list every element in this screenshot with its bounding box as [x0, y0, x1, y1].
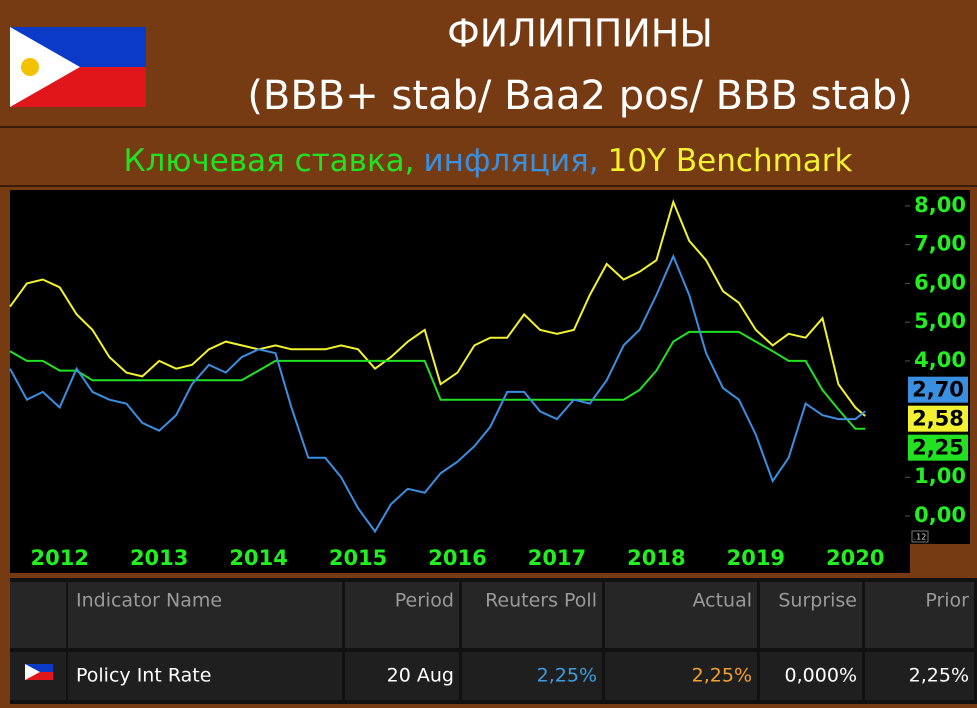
cell: Policy Int Rate	[76, 665, 211, 687]
x-axis-strip	[10, 544, 910, 573]
flag-part	[25, 672, 53, 680]
x-tick-label: 2018	[627, 546, 685, 570]
series-line	[9, 198, 866, 417]
y-tick-label: 4,00	[914, 348, 966, 372]
x-tick-label: 2020	[826, 546, 884, 570]
header-cell	[865, 582, 974, 648]
column-header: Indicator Name	[76, 590, 222, 612]
end-label: 2,58	[912, 407, 964, 431]
series-line	[9, 253, 866, 534]
end-label: 2,25	[912, 436, 964, 460]
end-badge	[908, 405, 968, 432]
column-header: Surprise	[778, 590, 857, 612]
row-cell	[760, 652, 862, 700]
row-cell	[68, 652, 342, 700]
cell: 20 Aug	[387, 665, 454, 687]
ratings: (BBB+ stab/ Baa2 pos/ BBB stab)	[247, 73, 912, 119]
y-tick-label: 5,00	[914, 309, 966, 333]
y-tick-label: 6,00	[914, 270, 966, 294]
column-header: Actual	[692, 590, 752, 612]
legend-entry: 10Y Benchmark	[608, 143, 853, 179]
row-cell	[605, 652, 757, 700]
column-header: Period	[395, 590, 454, 612]
row-cell	[865, 652, 974, 700]
flag-part	[25, 664, 53, 672]
x-tick-label: 2016	[428, 546, 486, 570]
flag-part	[25, 664, 40, 680]
legend-entry: Ключевая ставка,	[124, 143, 415, 179]
column-header: Reuters Poll	[485, 590, 597, 612]
x-tick-label: 2014	[229, 546, 287, 570]
header-cell	[605, 582, 757, 648]
header-cell	[462, 582, 602, 648]
row-cell	[345, 652, 459, 700]
header-cell	[760, 582, 862, 648]
x-tick-label: 2015	[329, 546, 387, 570]
end-badge	[908, 434, 968, 461]
header-cell	[10, 582, 66, 648]
cell: 2,25%	[692, 665, 752, 687]
end-badge	[908, 376, 968, 403]
header-cell	[345, 582, 459, 648]
x-tick-label: 2013	[130, 546, 188, 570]
header-cell	[68, 582, 342, 648]
row-flag	[25, 664, 53, 680]
flag	[10, 27, 146, 107]
x-tick-label: 2017	[528, 546, 586, 570]
x-tick-label: 2012	[30, 546, 88, 570]
y-tick-label: 1,00	[914, 464, 966, 488]
table: Indicator Name Period Reuters Poll Actual Su…	[10, 578, 977, 704]
y-tick-label: 7,00	[914, 232, 966, 256]
plot: 0,00 1,00 4,00 5,00 6,00 7,00 8,00 2012 2013 2014…	[9, 193, 968, 570]
cell: 2,25%	[537, 665, 597, 687]
y-tick-label: 8,00	[914, 193, 966, 217]
corner-box	[911, 530, 929, 543]
legend-entry: инфляция,	[424, 143, 599, 179]
end-label: 2,70	[912, 378, 964, 402]
title: ФИЛИППИНЫ	[447, 12, 713, 56]
legend: Ключевая ставка, инфляция, 10Y Benchmark	[124, 143, 853, 179]
y-tick-label: 0,00	[914, 503, 966, 527]
column-header: Prior	[925, 590, 969, 612]
series-line	[9, 330, 866, 430]
cell: 2,25%	[909, 665, 969, 687]
corner-note: .12	[914, 533, 927, 542]
row-cell	[462, 652, 602, 700]
cell: 0,000%	[785, 665, 857, 687]
x-tick-label: 2019	[727, 546, 785, 570]
